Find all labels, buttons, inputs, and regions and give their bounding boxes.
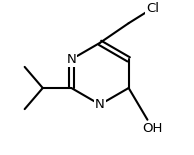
Text: OH: OH xyxy=(143,122,163,135)
Text: N: N xyxy=(67,53,76,66)
Text: N: N xyxy=(95,98,105,111)
Text: Cl: Cl xyxy=(146,2,159,15)
